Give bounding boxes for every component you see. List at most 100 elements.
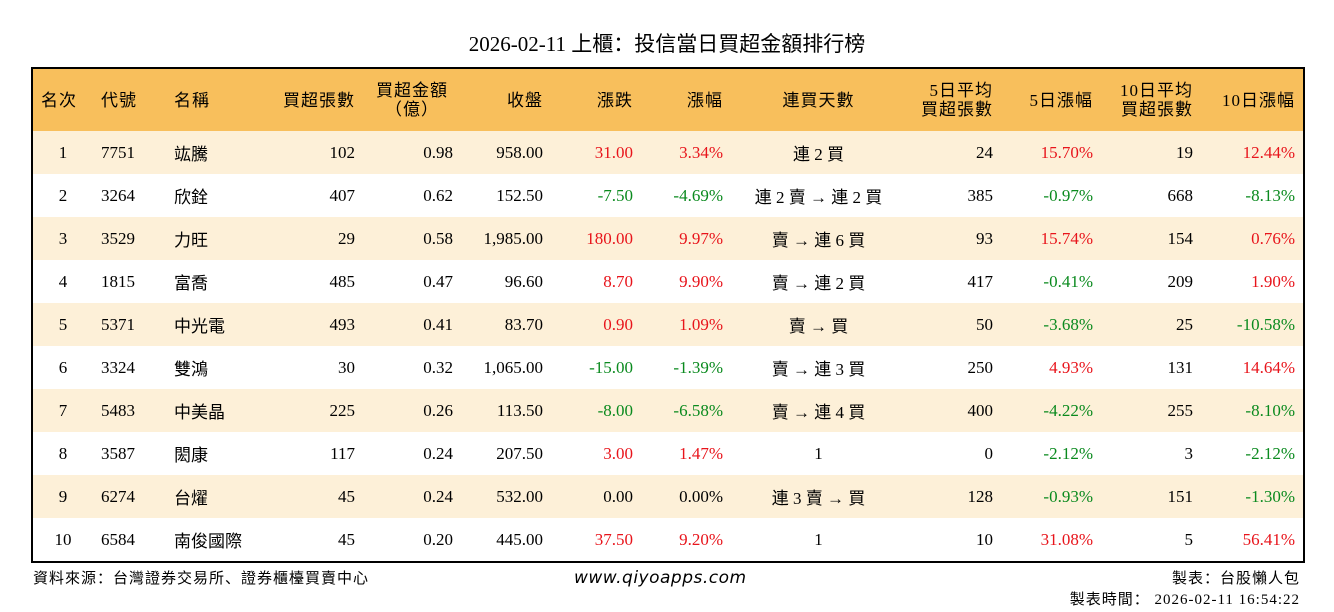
table-cell: 5 <box>32 303 93 346</box>
table-cell: 255 <box>1101 389 1201 432</box>
table-cell: -8.13% <box>1245 185 1295 205</box>
table-cell: 10 <box>54 529 72 549</box>
header-cell: 名次 <box>32 68 93 131</box>
header-cell: 名稱 <box>166 68 256 131</box>
table-cell: 連 2 賣 → 連 2 買 <box>754 188 883 207</box>
table-row: 3 3529 力旺 29 0.58 1,985.00 180.00 9.97% 賣 → 連 6 … <box>32 217 1304 260</box>
table-cell: -4.69% <box>673 185 723 205</box>
table-cell: 3324 <box>101 357 135 377</box>
table-cell: 2 <box>58 185 68 205</box>
table-cell: 225 <box>256 389 363 432</box>
table-cell: 96.60 <box>504 271 543 291</box>
table-cell: 31.08% <box>1040 529 1093 549</box>
table-cell: 3264 <box>101 185 135 205</box>
table-cell: 雙鴻 <box>174 360 208 379</box>
header-cell: 代號 <box>93 68 166 131</box>
table-cell: 賣 → 買 <box>731 303 906 346</box>
table-cell: -3.68% <box>1001 303 1101 346</box>
table-cell: -10.58% <box>1201 303 1304 346</box>
table-cell: 93 <box>906 217 1001 260</box>
table-cell: -0.93% <box>1001 475 1101 518</box>
header-cell: 連買天數 <box>731 68 906 131</box>
table-cell: 5371 <box>93 303 166 346</box>
table-cell: 15.74% <box>1001 217 1101 260</box>
table-cell: 1815 <box>101 271 135 291</box>
table-cell: 10 <box>976 529 993 549</box>
table-cell: 250 <box>967 357 994 377</box>
table-cell: 12.44% <box>1201 131 1304 174</box>
table-cell: 24 <box>906 131 1001 174</box>
table-cell: 中美晶 <box>166 389 256 432</box>
table-cell: 0.62 <box>423 185 453 205</box>
table-cell: 富喬 <box>174 274 208 293</box>
table-cell: 賣 → 連 3 買 <box>771 360 866 379</box>
table-cell: 25 <box>1101 303 1201 346</box>
table-cell: 0.90 <box>551 303 641 346</box>
table-cell: 45 <box>338 529 355 549</box>
table-cell: 7751 <box>93 131 166 174</box>
table-row: 2 3264 欣銓 407 0.62 152.50 -7.50 -4.69% 連 2 賣 → 連… <box>32 174 1304 217</box>
header-cell: 買超張數 <box>256 68 363 131</box>
table-cell: -4.22% <box>1001 389 1101 432</box>
header-cell: 5日漲幅 <box>1001 68 1101 131</box>
table-cell: 3529 <box>93 217 166 260</box>
table-cell: 407 <box>329 185 356 205</box>
table-cell: 力旺 <box>166 217 256 260</box>
table-cell: 8.70 <box>603 271 633 291</box>
table-cell: 3587 <box>101 443 135 463</box>
table-cell: 台燿 <box>166 475 256 518</box>
table-cell: 0.32 <box>423 357 453 377</box>
table-cell: 6584 <box>101 529 135 549</box>
table-cell: 19 <box>1101 131 1201 174</box>
table-cell: 0.26 <box>363 389 461 432</box>
table-cell: 31.00 <box>551 131 641 174</box>
table-cell: 45 <box>256 475 363 518</box>
table-cell: -2.12% <box>1245 443 1295 463</box>
header-cell: 10日平均 買超張數 <box>1101 68 1201 131</box>
website: www.qiyoapps.com <box>574 568 747 588</box>
table-cell: 9.90% <box>679 271 723 291</box>
table-cell: 15.70% <box>1001 131 1101 174</box>
table-cell: 113.50 <box>461 389 551 432</box>
table-cell: 5483 <box>93 389 166 432</box>
table-cell: 9.20% <box>679 529 723 549</box>
header-cell: 10日漲幅 <box>1201 68 1304 131</box>
header-cell: 漲跌 <box>551 68 641 131</box>
table-cell: 0.58 <box>363 217 461 260</box>
table-cell: 5 <box>1184 529 1194 549</box>
table-cell: 14.64% <box>1242 357 1295 377</box>
table-cell: -8.10% <box>1201 389 1304 432</box>
table-cell: 7 <box>32 389 93 432</box>
header-cell: 漲幅 <box>641 68 731 131</box>
table-cell: 6274 <box>93 475 166 518</box>
table-cell: 0 <box>984 443 994 463</box>
table-cell: 欣銓 <box>174 188 208 207</box>
table-cell: 1 <box>32 131 93 174</box>
table-cell: 0.47 <box>423 271 453 291</box>
table-row: 7 5483 中美晶 225 0.26 113.50 -8.00 -6.58% 賣 → 連 4 … <box>32 389 1304 432</box>
table-row: 5 5371 中光電 493 0.41 83.70 0.90 1.09% 賣 → 買 50 -3.6… <box>32 303 1304 346</box>
table-cell: 417 <box>967 271 994 291</box>
table-cell: -7.50 <box>597 185 633 205</box>
table-cell: 0.00% <box>641 475 731 518</box>
header-cell: 收盤 <box>461 68 551 131</box>
table-row: 10 6584 南俊國際 45 0.20 445.00 37.50 9.20% 1 10 31.08… <box>32 518 1304 562</box>
table-cell: 0.98 <box>363 131 461 174</box>
table-cell: 0.41 <box>363 303 461 346</box>
table-cell: -0.97% <box>1043 185 1093 205</box>
table-cell: 493 <box>256 303 363 346</box>
table-cell: 180.00 <box>551 217 641 260</box>
title: 2026-02-11 上櫃：投信當日買超金額排行榜 <box>468 32 866 56</box>
author: 製表：台股懶人包 <box>1171 571 1300 587</box>
table-cell: 29 <box>256 217 363 260</box>
table-cell: 207.50 <box>496 443 543 463</box>
table-row: 4 1815 富喬 485 0.47 96.60 8.70 9.90% 賣 → 連 2 買 417… <box>32 260 1304 303</box>
table-cell: 117 <box>330 443 355 463</box>
table-cell: -2.12% <box>1043 443 1093 463</box>
table-cell: 9 <box>32 475 93 518</box>
table-cell: 賣 → 連 6 買 <box>731 217 906 260</box>
table-row: 6 3324 雙鴻 30 0.32 1,065.00 -15.00 -1.39% 賣 → 連 3… <box>32 346 1304 389</box>
table-cell: 3 <box>32 217 93 260</box>
table-cell: 1 <box>814 529 823 549</box>
